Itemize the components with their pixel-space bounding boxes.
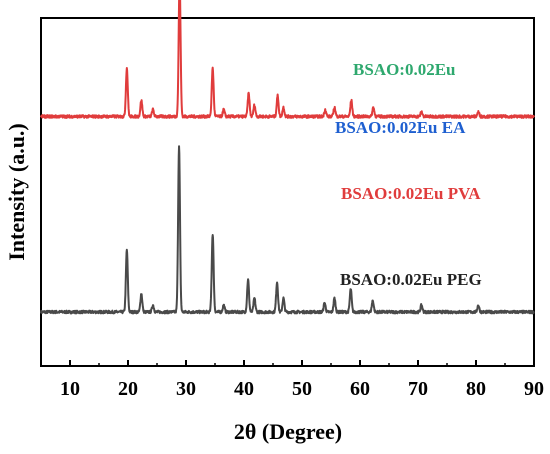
x-tick-label: 50 (292, 378, 312, 400)
x-tick-label: 80 (466, 378, 486, 400)
x-axis-ticks: 10 20 30 40 50 60 70 80 90 (60, 360, 544, 400)
x-tick-label: 90 (524, 378, 544, 400)
x-tick-label: 30 (176, 378, 196, 400)
y-axis-title: Intensity (a.u.) (4, 123, 29, 261)
series-line-bsao-0-02eu-peg (40, 145, 535, 315)
x-axis-title: 2θ (Degree) (234, 419, 342, 444)
series-layer (40, 0, 535, 315)
series-line-bsao-0-02eu-pva (40, 0, 535, 119)
series-label-bsao-pva: BSAO:0.02Eu PVA (341, 184, 481, 203)
x-tick-label: 60 (350, 378, 370, 400)
x-tick-label: 70 (408, 378, 428, 400)
series-label-bsao-peg: BSAO:0.02Eu PEG (340, 270, 482, 289)
x-tick-label: 20 (118, 378, 138, 400)
x-tick-label: 40 (234, 378, 254, 400)
series-label-bsao: BSAO:0.02Eu (353, 60, 456, 79)
x-tick-label: 10 (60, 378, 80, 400)
plot-frame (40, 17, 535, 367)
series-label-bsao-ea: BSAO:0.02Eu EA (335, 118, 466, 137)
